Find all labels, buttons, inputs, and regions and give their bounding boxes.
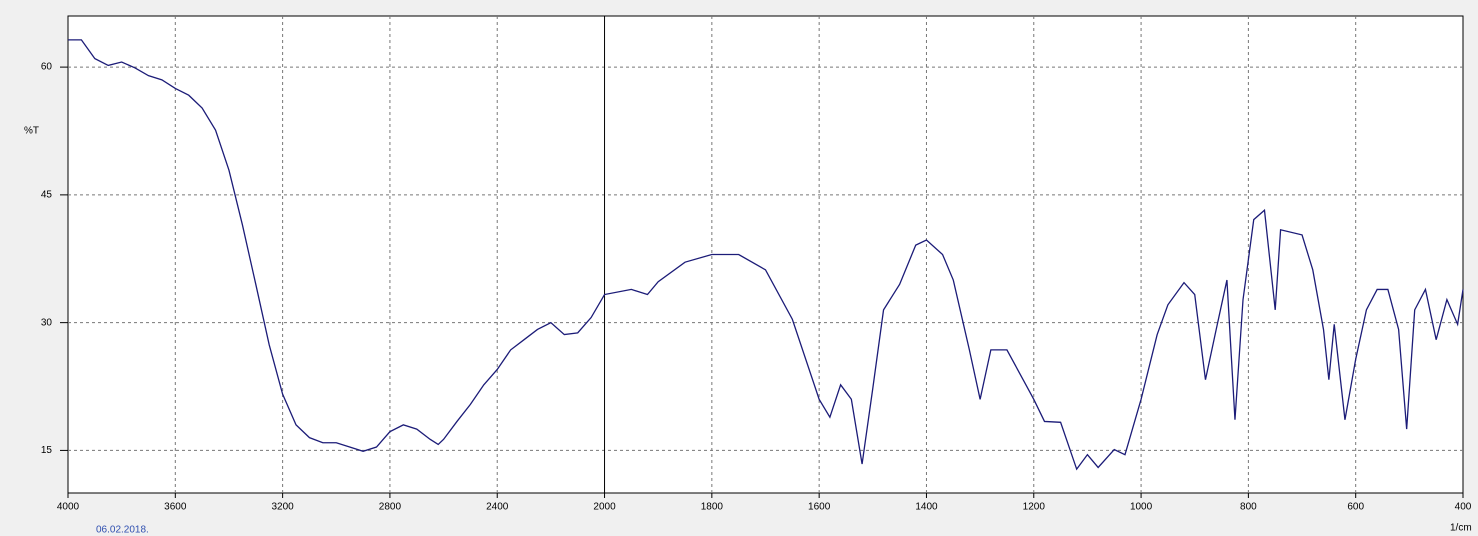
x-tick-label: 3200 [271, 502, 294, 513]
x-tick-label: 2800 [379, 502, 402, 513]
spectrum-line [68, 39, 1464, 471]
plot-area [67, 15, 1464, 494]
x-tick-label: 1200 [1023, 502, 1046, 513]
x-tick-label: 400 [1455, 502, 1472, 513]
x-tick-label: 1400 [915, 502, 938, 513]
x-tick-label: 600 [1347, 502, 1364, 513]
date: 06.02.2018. [96, 525, 149, 536]
y-axis-label: %T [24, 126, 39, 137]
x-tick-label: 1600 [808, 502, 831, 513]
x-tick-label: 800 [1240, 502, 1257, 513]
x-tick-label: 1800 [701, 502, 724, 513]
y-tick-label: 15 [41, 445, 53, 456]
x-tick-label: 4000 [57, 502, 80, 513]
x-tick-label: 3600 [164, 502, 187, 513]
y-tick-label: 60 [41, 62, 53, 73]
x-tick-label: 2400 [486, 502, 509, 513]
y-tick-label: 30 [41, 317, 53, 328]
x-axis-label: 1/cm [1450, 523, 1472, 534]
y-tick-label: 45 [41, 190, 53, 201]
x-tick-label: 2000 [593, 502, 616, 513]
x-tick-label: 1000 [1130, 502, 1153, 513]
